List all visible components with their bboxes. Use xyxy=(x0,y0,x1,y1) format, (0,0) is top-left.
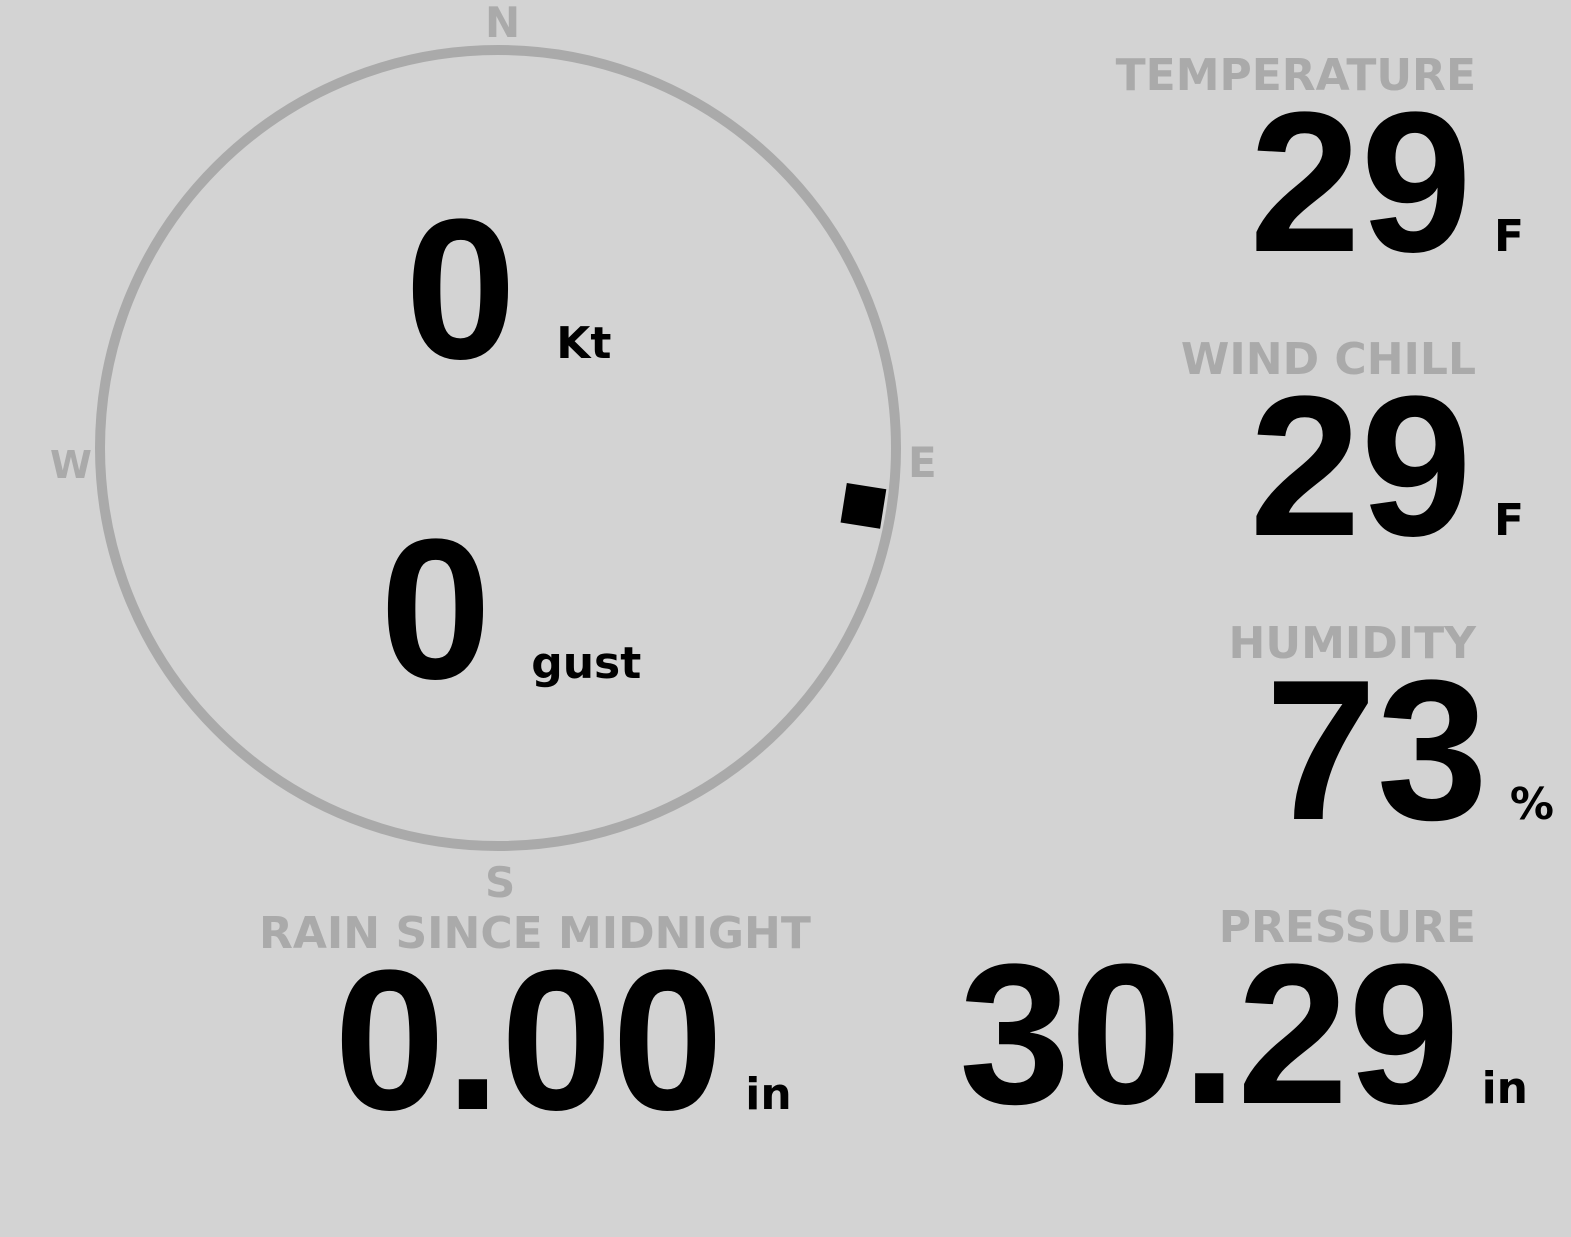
wind-chill-card: WIND CHILL 29 F xyxy=(1180,334,1524,578)
compass-west: W xyxy=(50,443,92,487)
pressure-card: PRESSURE 30.29 in xyxy=(959,902,1528,1146)
rain-value: 0.00 xyxy=(334,929,724,1152)
humidity-card: HUMIDITY 73 % xyxy=(1228,618,1554,851)
wind-speed-value: 0 xyxy=(405,178,517,401)
compass-ring xyxy=(95,45,901,851)
wind-gust-unit: gust xyxy=(531,638,642,689)
pressure-value: 30.29 xyxy=(959,923,1460,1146)
compass-dial xyxy=(95,45,901,851)
rain-label: RAIN SINCE MIDNIGHT xyxy=(259,908,811,959)
compass-north: N xyxy=(485,0,521,47)
wind-chill-value: 29 xyxy=(1249,355,1472,578)
wind-gust-row: 0 gust xyxy=(380,498,642,721)
wind-speed-row: 0 Kt xyxy=(405,178,612,401)
rain-unit: in xyxy=(745,1069,792,1120)
compass-east: E xyxy=(908,438,937,487)
wind-speed-unit: Kt xyxy=(556,318,612,369)
temperature-label: TEMPERATURE xyxy=(1115,50,1476,101)
wind-direction-marker xyxy=(840,482,887,529)
compass-south: S xyxy=(485,858,516,907)
wind-chill-label: WIND CHILL xyxy=(1180,334,1476,385)
rain-card: RAIN SINCE MIDNIGHT 0.00 in xyxy=(259,908,811,1152)
temperature-card: TEMPERATURE 29 F xyxy=(1115,50,1524,294)
temperature-unit: F xyxy=(1493,211,1524,262)
humidity-unit: % xyxy=(1509,779,1554,830)
humidity-label: HUMIDITY xyxy=(1228,618,1476,669)
wind-gust-value: 0 xyxy=(380,498,492,721)
humidity-value: 73 xyxy=(1265,639,1488,862)
pressure-label: PRESSURE xyxy=(1218,902,1476,953)
wind-chill-unit: F xyxy=(1493,495,1524,546)
pressure-unit: in xyxy=(1481,1063,1528,1114)
temperature-value: 29 xyxy=(1249,71,1472,294)
